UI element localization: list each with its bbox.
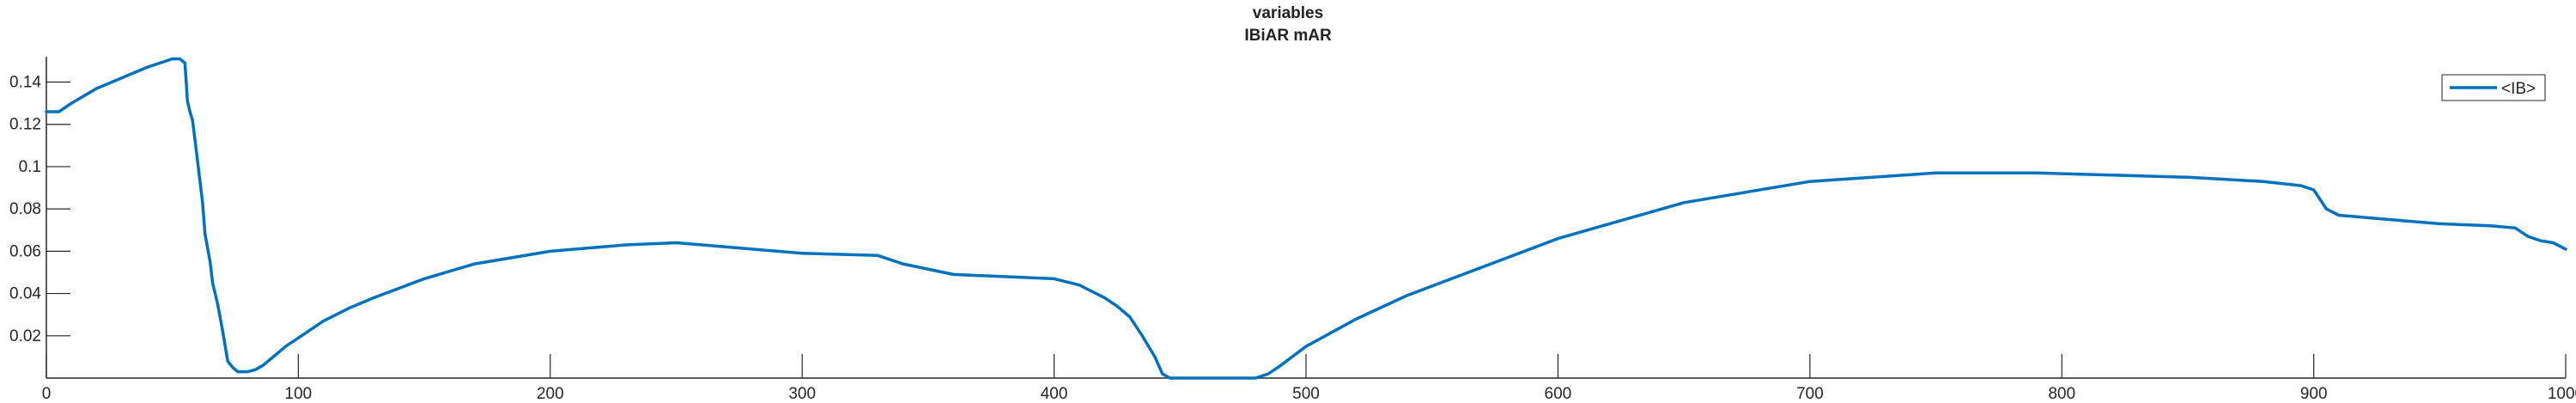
- chart-subtitle: IBiAR mAR: [1244, 27, 1332, 45]
- y-tick-label: 0.02: [9, 327, 41, 345]
- legend-label-ib: <IB>: [2501, 80, 2536, 98]
- y-tick-label: 0.14: [9, 74, 41, 92]
- x-tick-label: 800: [2048, 385, 2075, 403]
- x-tick-label: 600: [1545, 385, 1572, 403]
- y-tick-label: 0.08: [9, 200, 41, 218]
- y-tick-label: 0.12: [9, 116, 41, 134]
- chart-title: variables: [1253, 4, 1323, 22]
- y-tick-label: 0.06: [9, 242, 41, 260]
- legend: <IB>: [2441, 74, 2546, 101]
- y-tick-label: 0.04: [9, 285, 41, 303]
- x-tick-label: 500: [1292, 385, 1320, 403]
- x-tick-label: 400: [1041, 385, 1068, 403]
- x-tick-label: 0: [42, 385, 52, 403]
- y-axis-ticks: 0.02 0.04 0.06 0.08 0.1 0.12 0.14: [9, 74, 70, 345]
- series-line-ib: [45, 57, 2567, 380]
- x-tick-label: 300: [788, 385, 816, 403]
- x-tick-label: 700: [1796, 385, 1824, 403]
- x-tick-label: 200: [537, 385, 564, 403]
- x-tick-label: 900: [2300, 385, 2328, 403]
- x-tick-label: 100: [285, 385, 313, 403]
- y-tick-label: 0.1: [19, 158, 41, 176]
- plot-axes: [46, 57, 2566, 379]
- series-layer: [45, 57, 2567, 380]
